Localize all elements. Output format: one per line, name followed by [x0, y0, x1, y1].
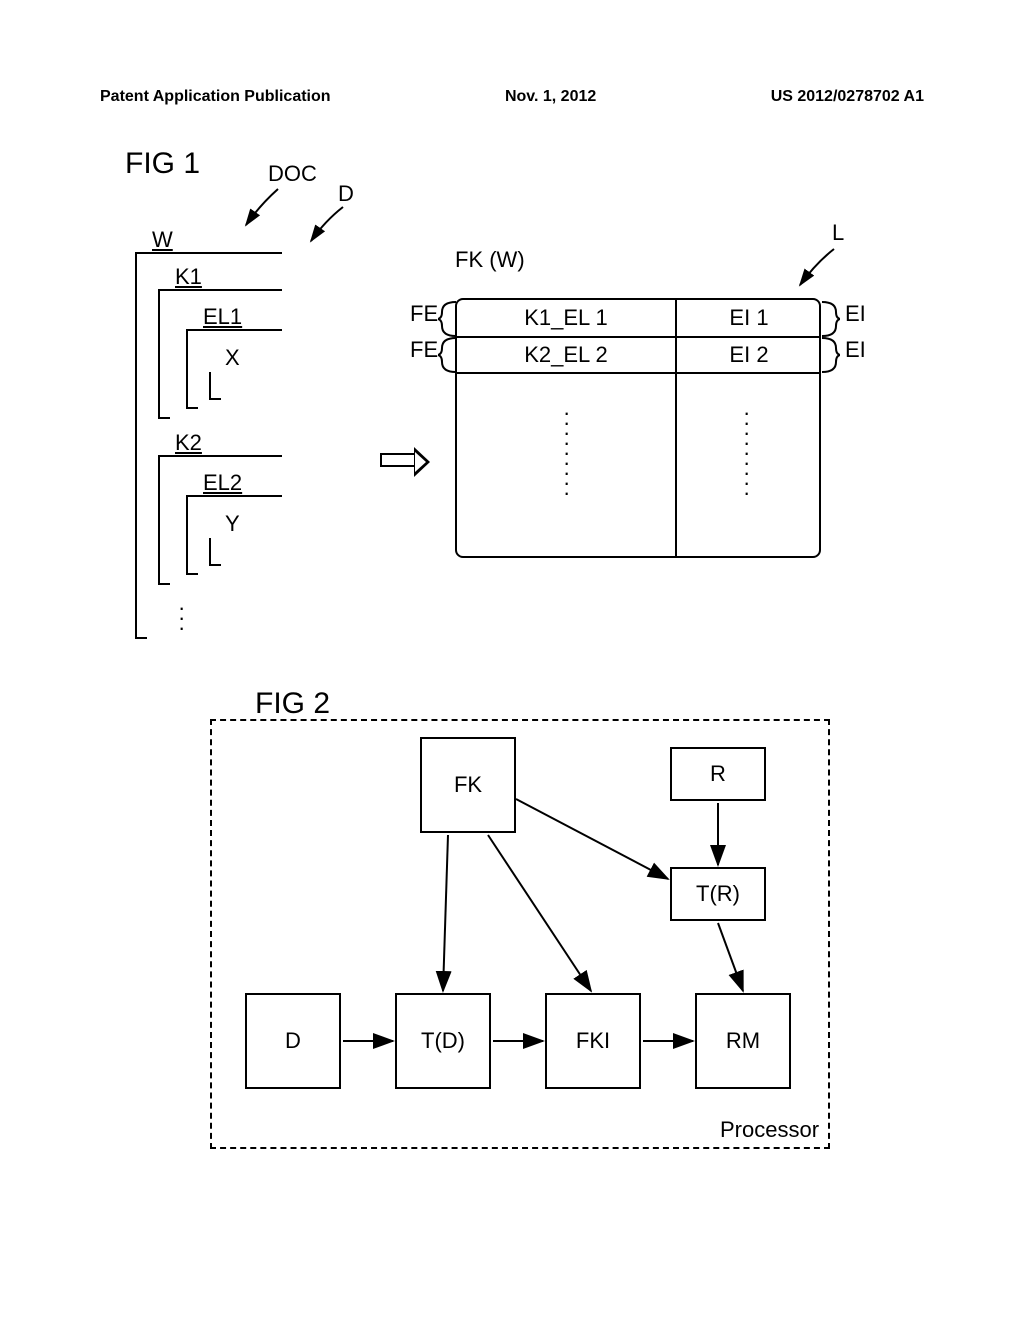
- cell-0-0: K1_EL 1: [457, 305, 675, 331]
- label-w: W: [152, 227, 173, 253]
- brace-fe-2: [438, 336, 458, 374]
- brace-ei-1: [820, 300, 840, 338]
- k1-underline-ext: [175, 289, 282, 291]
- header-left: Patent Application Publication: [100, 88, 331, 106]
- pointer-doc: [238, 187, 284, 233]
- label-k1: K1: [175, 264, 202, 290]
- label-ei-2: EI: [845, 337, 866, 363]
- y-bracket: [209, 538, 211, 566]
- fig1-title: FIG 1: [125, 147, 200, 181]
- cell-1-0: K2_EL 2: [457, 342, 675, 368]
- label-k2: K2: [175, 430, 202, 456]
- w-bracket: [135, 252, 137, 639]
- header-center: Nov. 1, 2012: [505, 88, 596, 106]
- figure-1: FIG 1 DOC D W K1 EL1 X K2 EL2: [0, 147, 1024, 647]
- el2-underline-ext: [203, 495, 282, 497]
- k2-bracket: [158, 455, 160, 585]
- k1-bracket: [158, 289, 160, 419]
- tree-ellipsis: ···: [178, 603, 185, 633]
- label-el2: EL2: [203, 470, 242, 496]
- cell-0-1: EI 1: [675, 305, 823, 331]
- label-fe-2: FE: [410, 337, 438, 363]
- header-right: US 2012/0278702 A1: [771, 88, 924, 106]
- label-doc: DOC: [268, 161, 317, 187]
- el2-bracket: [186, 495, 188, 575]
- brace-fe-1: [438, 300, 458, 338]
- label-l: L: [832, 220, 844, 246]
- cell-1-1: EI 2: [675, 342, 823, 368]
- el1-underline-ext: [203, 329, 282, 331]
- label-fe-1: FE: [410, 301, 438, 327]
- fig2-arrows: [200, 727, 840, 1127]
- col1-ellipsis: ·········: [563, 408, 570, 498]
- label-y: Y: [225, 511, 240, 537]
- label-ei-1: EI: [845, 301, 866, 327]
- w-underline-ext: [152, 252, 282, 254]
- table-l: K1_EL 1 EI 1 K2_EL 2 EI 2 ········· ····…: [455, 298, 821, 558]
- brace-ei-2: [820, 336, 840, 374]
- open-arrow: [380, 453, 416, 467]
- figure-2: FIG 2 FK R T(R) D T(D) FKI RM Processor: [0, 687, 1024, 1207]
- pointer-d: [303, 205, 351, 249]
- label-x: X: [225, 345, 240, 371]
- label-d: D: [338, 181, 354, 207]
- col2-ellipsis: ·········: [743, 408, 750, 498]
- label-el1: EL1: [203, 304, 242, 330]
- k2-underline-ext: [175, 455, 282, 457]
- label-fkw: FK (W): [455, 247, 525, 273]
- page-header: Patent Application Publication Nov. 1, 2…: [0, 88, 1024, 106]
- fig2-title: FIG 2: [255, 687, 330, 721]
- pointer-l: [792, 247, 842, 293]
- x-bracket: [209, 372, 211, 400]
- el1-bracket: [186, 329, 188, 409]
